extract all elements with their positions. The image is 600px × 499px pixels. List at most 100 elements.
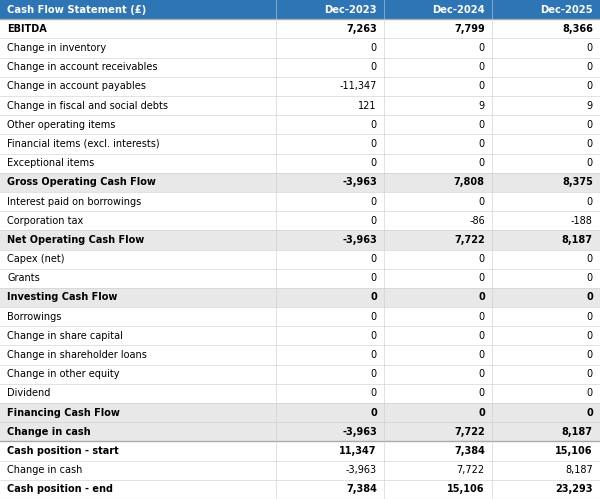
Text: Borrowings: Borrowings <box>7 312 62 322</box>
Text: 9: 9 <box>587 101 593 111</box>
FancyBboxPatch shape <box>0 57 600 77</box>
Text: 0: 0 <box>371 158 377 168</box>
Text: 7,384: 7,384 <box>346 485 377 495</box>
FancyBboxPatch shape <box>0 461 600 480</box>
Text: -3,963: -3,963 <box>342 177 377 187</box>
FancyBboxPatch shape <box>0 326 600 345</box>
Text: Net Operating Cash Flow: Net Operating Cash Flow <box>7 235 145 245</box>
Text: Financial items (excl. interests): Financial items (excl. interests) <box>7 139 160 149</box>
Text: 11,347: 11,347 <box>340 446 377 456</box>
Text: Dividend: Dividend <box>7 388 50 398</box>
FancyBboxPatch shape <box>384 0 492 19</box>
Text: Dec-2023: Dec-2023 <box>325 4 377 14</box>
FancyBboxPatch shape <box>0 96 600 115</box>
Text: Exceptional items: Exceptional items <box>7 158 94 168</box>
Text: -11,347: -11,347 <box>340 81 377 91</box>
Text: 8,187: 8,187 <box>562 427 593 437</box>
Text: Change in shareholder loans: Change in shareholder loans <box>7 350 147 360</box>
Text: 8,187: 8,187 <box>565 465 593 475</box>
Text: 0: 0 <box>370 292 377 302</box>
Text: 0: 0 <box>479 197 485 207</box>
Text: 0: 0 <box>587 158 593 168</box>
Text: 0: 0 <box>371 43 377 53</box>
Text: Dec-2024: Dec-2024 <box>432 4 485 14</box>
FancyBboxPatch shape <box>0 403 600 422</box>
Text: 0: 0 <box>478 292 485 302</box>
Text: Change in cash: Change in cash <box>7 427 91 437</box>
Text: 0: 0 <box>587 81 593 91</box>
Text: 0: 0 <box>479 388 485 398</box>
Text: 7,722: 7,722 <box>454 235 485 245</box>
Text: Change in inventory: Change in inventory <box>7 43 106 53</box>
Text: 7,808: 7,808 <box>454 177 485 187</box>
Text: 0: 0 <box>371 312 377 322</box>
Text: Other operating items: Other operating items <box>7 120 116 130</box>
Text: 0: 0 <box>479 273 485 283</box>
Text: 0: 0 <box>587 139 593 149</box>
Text: 0: 0 <box>371 350 377 360</box>
FancyBboxPatch shape <box>0 268 600 288</box>
Text: Dec-2025: Dec-2025 <box>540 4 593 14</box>
FancyBboxPatch shape <box>0 422 600 442</box>
Text: 0: 0 <box>587 312 593 322</box>
Text: Cash Flow Statement (£): Cash Flow Statement (£) <box>7 4 146 14</box>
FancyBboxPatch shape <box>0 115 600 134</box>
Text: Cash position - end: Cash position - end <box>7 485 113 495</box>
FancyBboxPatch shape <box>0 345 600 365</box>
Text: 23,293: 23,293 <box>556 485 593 495</box>
Text: 8,366: 8,366 <box>562 24 593 34</box>
Text: Interest paid on borrowings: Interest paid on borrowings <box>7 197 142 207</box>
FancyBboxPatch shape <box>0 480 600 499</box>
Text: 0: 0 <box>587 62 593 72</box>
Text: -86: -86 <box>469 216 485 226</box>
Text: Financing Cash Flow: Financing Cash Flow <box>7 408 120 418</box>
Text: 0: 0 <box>479 43 485 53</box>
FancyBboxPatch shape <box>0 38 600 57</box>
Text: -3,963: -3,963 <box>342 235 377 245</box>
Text: 0: 0 <box>371 273 377 283</box>
Text: 0: 0 <box>587 388 593 398</box>
Text: 0: 0 <box>479 369 485 379</box>
Text: 0: 0 <box>371 197 377 207</box>
FancyBboxPatch shape <box>0 134 600 154</box>
Text: Gross Operating Cash Flow: Gross Operating Cash Flow <box>7 177 156 187</box>
FancyBboxPatch shape <box>0 173 600 192</box>
Text: -3,963: -3,963 <box>346 465 377 475</box>
FancyBboxPatch shape <box>0 442 600 461</box>
Text: 0: 0 <box>371 62 377 72</box>
FancyBboxPatch shape <box>0 307 600 326</box>
Text: 0: 0 <box>587 273 593 283</box>
FancyBboxPatch shape <box>0 154 600 173</box>
Text: 7,799: 7,799 <box>454 24 485 34</box>
Text: 7,384: 7,384 <box>454 446 485 456</box>
Text: Change in account receivables: Change in account receivables <box>7 62 158 72</box>
FancyBboxPatch shape <box>0 0 276 19</box>
Text: 0: 0 <box>370 408 377 418</box>
Text: Corporation tax: Corporation tax <box>7 216 83 226</box>
Text: EBITDA: EBITDA <box>7 24 47 34</box>
Text: 0: 0 <box>587 197 593 207</box>
Text: 0: 0 <box>587 350 593 360</box>
FancyBboxPatch shape <box>0 211 600 231</box>
Text: 0: 0 <box>479 350 485 360</box>
Text: 0: 0 <box>479 81 485 91</box>
FancyBboxPatch shape <box>0 288 600 307</box>
Text: 0: 0 <box>587 369 593 379</box>
Text: Grants: Grants <box>7 273 40 283</box>
Text: 0: 0 <box>479 312 485 322</box>
Text: 0: 0 <box>371 254 377 264</box>
FancyBboxPatch shape <box>0 77 600 96</box>
FancyBboxPatch shape <box>0 384 600 403</box>
Text: 7,722: 7,722 <box>454 427 485 437</box>
Text: 0: 0 <box>586 292 593 302</box>
Text: Cash position - start: Cash position - start <box>7 446 119 456</box>
Text: 0: 0 <box>586 408 593 418</box>
Text: Capex (net): Capex (net) <box>7 254 65 264</box>
Text: 0: 0 <box>479 254 485 264</box>
Text: 121: 121 <box>358 101 377 111</box>
Text: Change in cash: Change in cash <box>7 465 83 475</box>
Text: Change in other equity: Change in other equity <box>7 369 120 379</box>
Text: 0: 0 <box>587 331 593 341</box>
Text: -188: -188 <box>571 216 593 226</box>
Text: 0: 0 <box>587 120 593 130</box>
